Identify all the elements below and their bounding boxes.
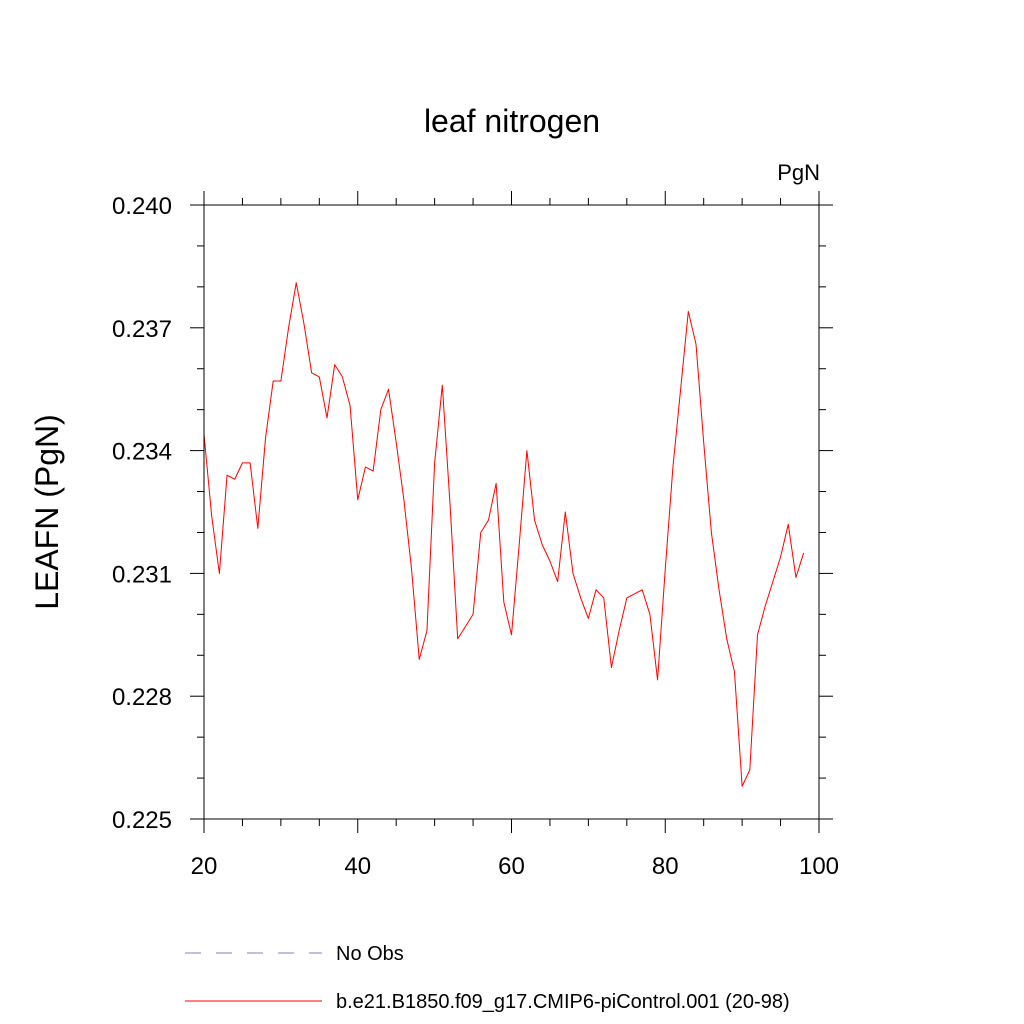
x-tick-label: 100 bbox=[799, 853, 839, 880]
y-tick-label: 0.231 bbox=[112, 561, 172, 588]
legend: No Obs b.e21.B1850.f09_g17.CMIP6-piContr… bbox=[185, 943, 790, 1013]
plot-series bbox=[203, 282, 805, 787]
axis-tick-labels: 20 40 60 80 100 0.225 0.228 0.231 0.234 0.237 0.24… bbox=[112, 193, 839, 880]
y-tick-label: 0.240 bbox=[112, 193, 172, 220]
axis-ticks bbox=[190, 191, 833, 833]
y-tick-label: 0.234 bbox=[112, 439, 172, 466]
x-tick-label: 60 bbox=[498, 853, 525, 880]
legend-label-no-obs: No Obs bbox=[336, 943, 404, 965]
plot-frame bbox=[203, 204, 820, 820]
chart-title: leaf nitrogen bbox=[424, 103, 600, 139]
y-tick-label: 0.237 bbox=[112, 316, 172, 343]
x-tick-label: 20 bbox=[191, 853, 218, 880]
x-tick-label: 80 bbox=[652, 853, 679, 880]
y-tick-label: 0.228 bbox=[112, 684, 172, 711]
y-axis-label: LEAFN (PgN) bbox=[29, 414, 65, 610]
x-tick-label: 40 bbox=[344, 853, 371, 880]
series-line-picontrol bbox=[203, 282, 805, 787]
legend-label-picontrol: b.e21.B1850.f09_g17.CMIP6-piControl.001 … bbox=[336, 991, 790, 1013]
y-tick-label: 0.225 bbox=[112, 807, 172, 834]
units-label: PgN bbox=[777, 160, 820, 185]
